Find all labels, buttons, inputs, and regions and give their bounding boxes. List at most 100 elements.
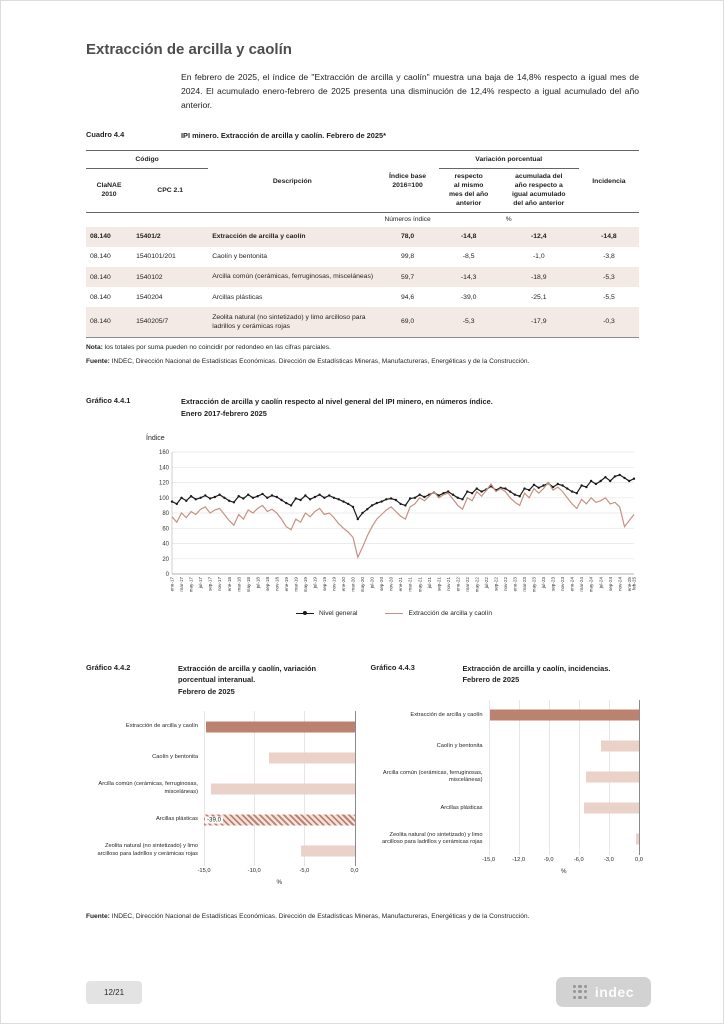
table-cell: 08.140	[90, 253, 111, 261]
svg-text:60: 60	[162, 526, 169, 532]
col-header-indice-base: Índice base 2016=100	[376, 150, 439, 213]
x-tick-label: 0,0	[350, 868, 359, 875]
grafico441-subtitle: Enero 2017-febrero 2025	[181, 408, 267, 418]
cuadro-label: Cuadro 4.4	[86, 130, 125, 140]
table-column-header-row: ClaNAE 2010 CPC 2.1 respecto al mismo me…	[86, 168, 639, 213]
bar	[205, 721, 355, 733]
x-tick-label: -6,0	[573, 856, 584, 863]
units-empty	[579, 212, 639, 227]
cuadro-title: IPI minero. Extracción de arcilla y caol…	[181, 131, 386, 141]
svg-text:nov-19: nov-19	[332, 577, 337, 591]
grafico442-title-line: Extracción de arcilla y caolín, variació…	[178, 663, 317, 685]
svg-text:may-23: may-23	[532, 577, 537, 593]
bar	[490, 709, 639, 721]
grafico442-label: Gráfico 4.4.2	[86, 662, 131, 672]
x-tick-label: -3,0	[603, 856, 614, 863]
bar	[583, 802, 639, 814]
table-cell: Arcilla común (cerámicas, ferruginosas, …	[212, 273, 374, 281]
svg-text:ene-20: ene-20	[341, 577, 346, 592]
x-tick-label: 0,0	[635, 856, 643, 863]
y-axis-title: Índice	[146, 434, 165, 442]
col-group-codigo: Código	[86, 150, 209, 169]
svg-text:may-19: may-19	[303, 577, 308, 593]
table-cell: 08.140	[90, 318, 111, 326]
svg-text:may-18: may-18	[246, 577, 251, 593]
bar-row: Arcilla común (cerámicas, ferruginosas, …	[86, 773, 356, 805]
table-cell: -14,8	[601, 233, 617, 241]
indec-logo: indec	[555, 977, 651, 1007]
bar	[600, 740, 639, 752]
bar-track	[204, 711, 356, 743]
ipi-minero-table: Código Descripción Índice base 2016=100 …	[86, 149, 639, 338]
bar-track	[488, 823, 640, 855]
col-header-respecto: respecto al mismo mes del año anterior	[438, 168, 499, 213]
bar-row: Extracción de arcilla y caolín	[371, 699, 640, 731]
svg-text:nov-18: nov-18	[274, 577, 279, 591]
x-axis: -15,0 -12,0 -9,0 -6,0 -3,0 0,0	[371, 855, 643, 865]
bar-chart-442: Extracción de arcilla y caolín Caolín y …	[86, 711, 358, 887]
source-text: INDEC, Dirección Nacional de Estadística…	[109, 357, 530, 365]
x-tick-label: -12,0	[512, 856, 526, 863]
cuadro-header: Cuadro 4.4 IPI minero. Extracción de arc…	[86, 130, 639, 141]
bar-track: -39,0	[204, 804, 356, 836]
svg-text:mar-23: mar-23	[522, 577, 527, 592]
table-cell: -8,5	[462, 253, 475, 261]
grafico443-block: Gráfico 4.4.3 Extracción de arcilla y ca…	[371, 663, 643, 886]
svg-text:ene-23: ene-23	[513, 577, 518, 592]
table-cell: Caolín y bentonita	[212, 253, 267, 261]
table-row: 08.140 1540205/7 Zeolita natural (no sinte…	[86, 307, 639, 338]
source-label: Fuente:	[86, 357, 110, 365]
svg-text:20: 20	[162, 557, 169, 563]
svg-text:ene-25: ene-25	[627, 577, 632, 592]
table-row: 08.140 15401/2 Extracción de arcilla y cao…	[86, 226, 639, 247]
table-units-row: Números índice %	[86, 212, 639, 227]
table-cell: 1540205/7	[136, 318, 169, 326]
grafico442-title: Extracción de arcilla y caolín, variació…	[178, 663, 355, 697]
grafico443-subtitle: Febrero de 2025	[462, 675, 520, 685]
bar	[301, 845, 355, 857]
indec-logo-text: indec	[594, 984, 634, 1000]
bar-charts-row: Gráfico 4.4.2 Extracción de arcilla y ca…	[86, 662, 643, 887]
grafico443-title-line: Extracción de arcilla y caolín, incidenc…	[462, 663, 611, 673]
svg-text:160: 160	[159, 450, 170, 456]
svg-text:ene-17: ene-17	[170, 577, 175, 592]
x-axis-unit-label: %	[560, 867, 567, 875]
bar-row: Arcillas plásticas -39,0	[86, 804, 356, 836]
table-cell: 08.140	[90, 233, 111, 241]
bar-category-label: Caolín y bentonita	[152, 754, 198, 761]
bar-track	[204, 742, 356, 774]
svg-text:mar-22: mar-22	[465, 577, 470, 592]
table-cell: -14,8	[460, 233, 477, 241]
bar-category-label: Arcilla común (cerámicas, ferruginosas, …	[98, 781, 198, 795]
legend-item-extraccion: Extracción de arcilla y caolín	[385, 610, 492, 617]
legend-extraccion-label: Extracción de arcilla y caolín	[408, 609, 493, 617]
x-axis-unit-label: %	[276, 879, 282, 887]
svg-text:nov-22: nov-22	[503, 577, 508, 591]
grafico442-block: Gráfico 4.4.2 Extracción de arcilla y ca…	[86, 662, 358, 887]
svg-text:nov-23: nov-23	[560, 577, 565, 591]
bar-chart-443: Extracción de arcilla y caolín Caolín y …	[371, 699, 643, 875]
svg-text:0: 0	[166, 572, 170, 578]
chart-legend: Nivel general Extracción de arcilla y ca…	[144, 610, 644, 617]
col-header-incidencia: Incidencia	[578, 150, 639, 213]
bar-category-label: Extracción de arcilla y caolín	[410, 711, 483, 718]
svg-text:sep-23: sep-23	[551, 577, 556, 591]
col-header-cpc: CPC 2.1	[132, 168, 209, 213]
table-cell: -1,0	[532, 253, 545, 261]
bar-track	[488, 730, 640, 762]
table-cell: -39,0	[460, 293, 477, 301]
unit-percent: %	[505, 216, 512, 224]
table-cell: 59,7	[400, 273, 415, 281]
page-source-label: Fuente:	[86, 913, 110, 921]
table-row: 08.140 1540204 Arcillas plásticas 94,6 -39,0…	[86, 287, 639, 307]
svg-text:may-21: may-21	[417, 577, 422, 593]
table-cell: 1540204	[136, 293, 163, 301]
intro-paragraph: En febrero de 2025, el índice de "Extrac…	[181, 72, 639, 110]
note-text: los totales por suma pueden no coincidir…	[102, 343, 331, 351]
table-cell: -12,4	[531, 233, 547, 241]
page-number: 12/21	[86, 980, 143, 1004]
bar-track	[488, 792, 640, 824]
bar-category-label: Zeolita natural (no sintetizado) y limo …	[381, 832, 483, 846]
bar-track	[488, 699, 640, 731]
